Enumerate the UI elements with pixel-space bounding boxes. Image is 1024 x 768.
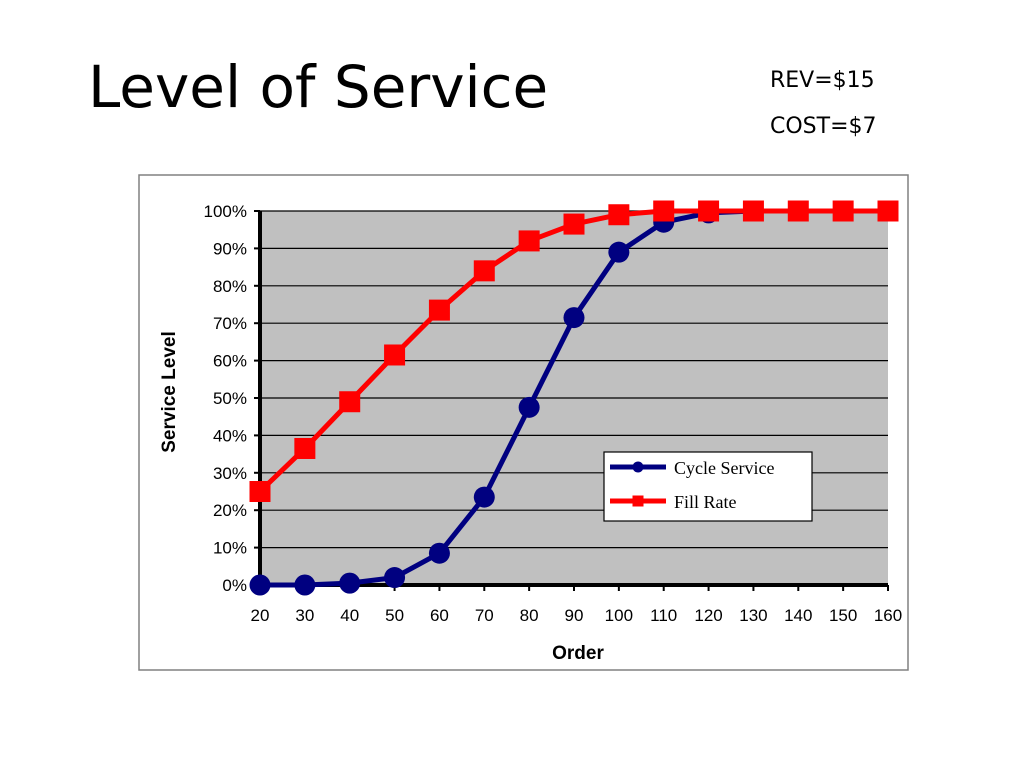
fill-rate-point <box>428 299 450 321</box>
fill-rate-point <box>877 200 899 222</box>
fill-rate-point <box>832 200 854 222</box>
x-tick-label: 60 <box>430 606 449 625</box>
fill-rate-point <box>249 481 271 502</box>
y-tick-label: 10% <box>213 539 247 558</box>
cycle-service-point <box>473 486 495 508</box>
x-tick-label: 50 <box>385 606 404 625</box>
y-tick-label: 100% <box>204 202 247 221</box>
cycle-service-point <box>384 567 406 589</box>
x-tick-label: 100 <box>605 606 633 625</box>
fill-rate-point <box>787 200 809 222</box>
x-tick-label: 130 <box>739 606 767 625</box>
legend-marker-cycle-service <box>632 461 644 473</box>
cycle-service-point <box>608 241 630 263</box>
revenue-note: REV=$15 <box>770 68 875 93</box>
y-tick-label: 0% <box>222 576 247 595</box>
cycle-service-point <box>294 574 316 596</box>
fill-rate-point <box>563 213 585 235</box>
x-tick-label: 120 <box>694 606 722 625</box>
fill-rate-point <box>294 437 316 459</box>
fill-rate-point <box>339 391 361 413</box>
x-tick-label: 160 <box>874 606 902 625</box>
cycle-service-point <box>518 396 540 418</box>
x-tick-label: 90 <box>565 606 584 625</box>
fill-rate-point <box>653 200 675 222</box>
fill-rate-point <box>608 204 630 226</box>
fill-rate-point <box>518 230 540 252</box>
fill-rate-point <box>473 260 495 282</box>
y-tick-label: 70% <box>213 314 247 333</box>
y-tick-label: 80% <box>213 277 247 296</box>
x-tick-labels: 20 30 40 50 60 70 80 90 100 110 120 130 140 150 160 <box>251 606 903 625</box>
x-tick-label: 140 <box>784 606 812 625</box>
legend: Cycle Service Fill Rate <box>603 451 813 522</box>
x-tick-label: 70 <box>475 606 494 625</box>
y-axis-title: Service Level <box>159 331 180 452</box>
legend-label-cycle-service: Cycle Service <box>674 458 774 478</box>
cycle-service-point <box>249 574 271 596</box>
legend-label-fill-rate: Fill Rate <box>674 492 737 512</box>
fill-rate-point <box>698 200 720 222</box>
series-lines <box>249 200 899 596</box>
cost-note: COST=$7 <box>770 114 877 139</box>
y-tick-label: 50% <box>213 389 247 408</box>
x-tick-label: 40 <box>340 606 359 625</box>
y-tick-label: 40% <box>213 426 247 445</box>
y-tick-label: 30% <box>213 464 247 483</box>
cycle-service-point <box>339 572 361 594</box>
x-tick-label: 30 <box>295 606 314 625</box>
cycle-service-point <box>563 307 585 329</box>
y-tick-label: 60% <box>213 352 247 371</box>
y-tick-label: 20% <box>213 501 247 520</box>
legend-marker-fill-rate <box>632 495 644 507</box>
x-tick-label: 150 <box>829 606 857 625</box>
slide-title: Level of Service <box>88 53 549 121</box>
x-axis-title: Order <box>552 643 604 664</box>
fill-rate-point <box>742 200 764 222</box>
x-tick-label: 20 <box>251 606 270 625</box>
x-tick-label: 110 <box>650 606 677 625</box>
x-tick-label: 80 <box>520 606 539 625</box>
y-tick-label: 90% <box>213 239 247 258</box>
cycle-service-point <box>428 542 450 564</box>
fill-rate-point <box>384 344 406 366</box>
y-tick-labels: 0% 10% 20% 30% 40% 50% 60% 70% 80% 90% 100% <box>204 202 247 595</box>
